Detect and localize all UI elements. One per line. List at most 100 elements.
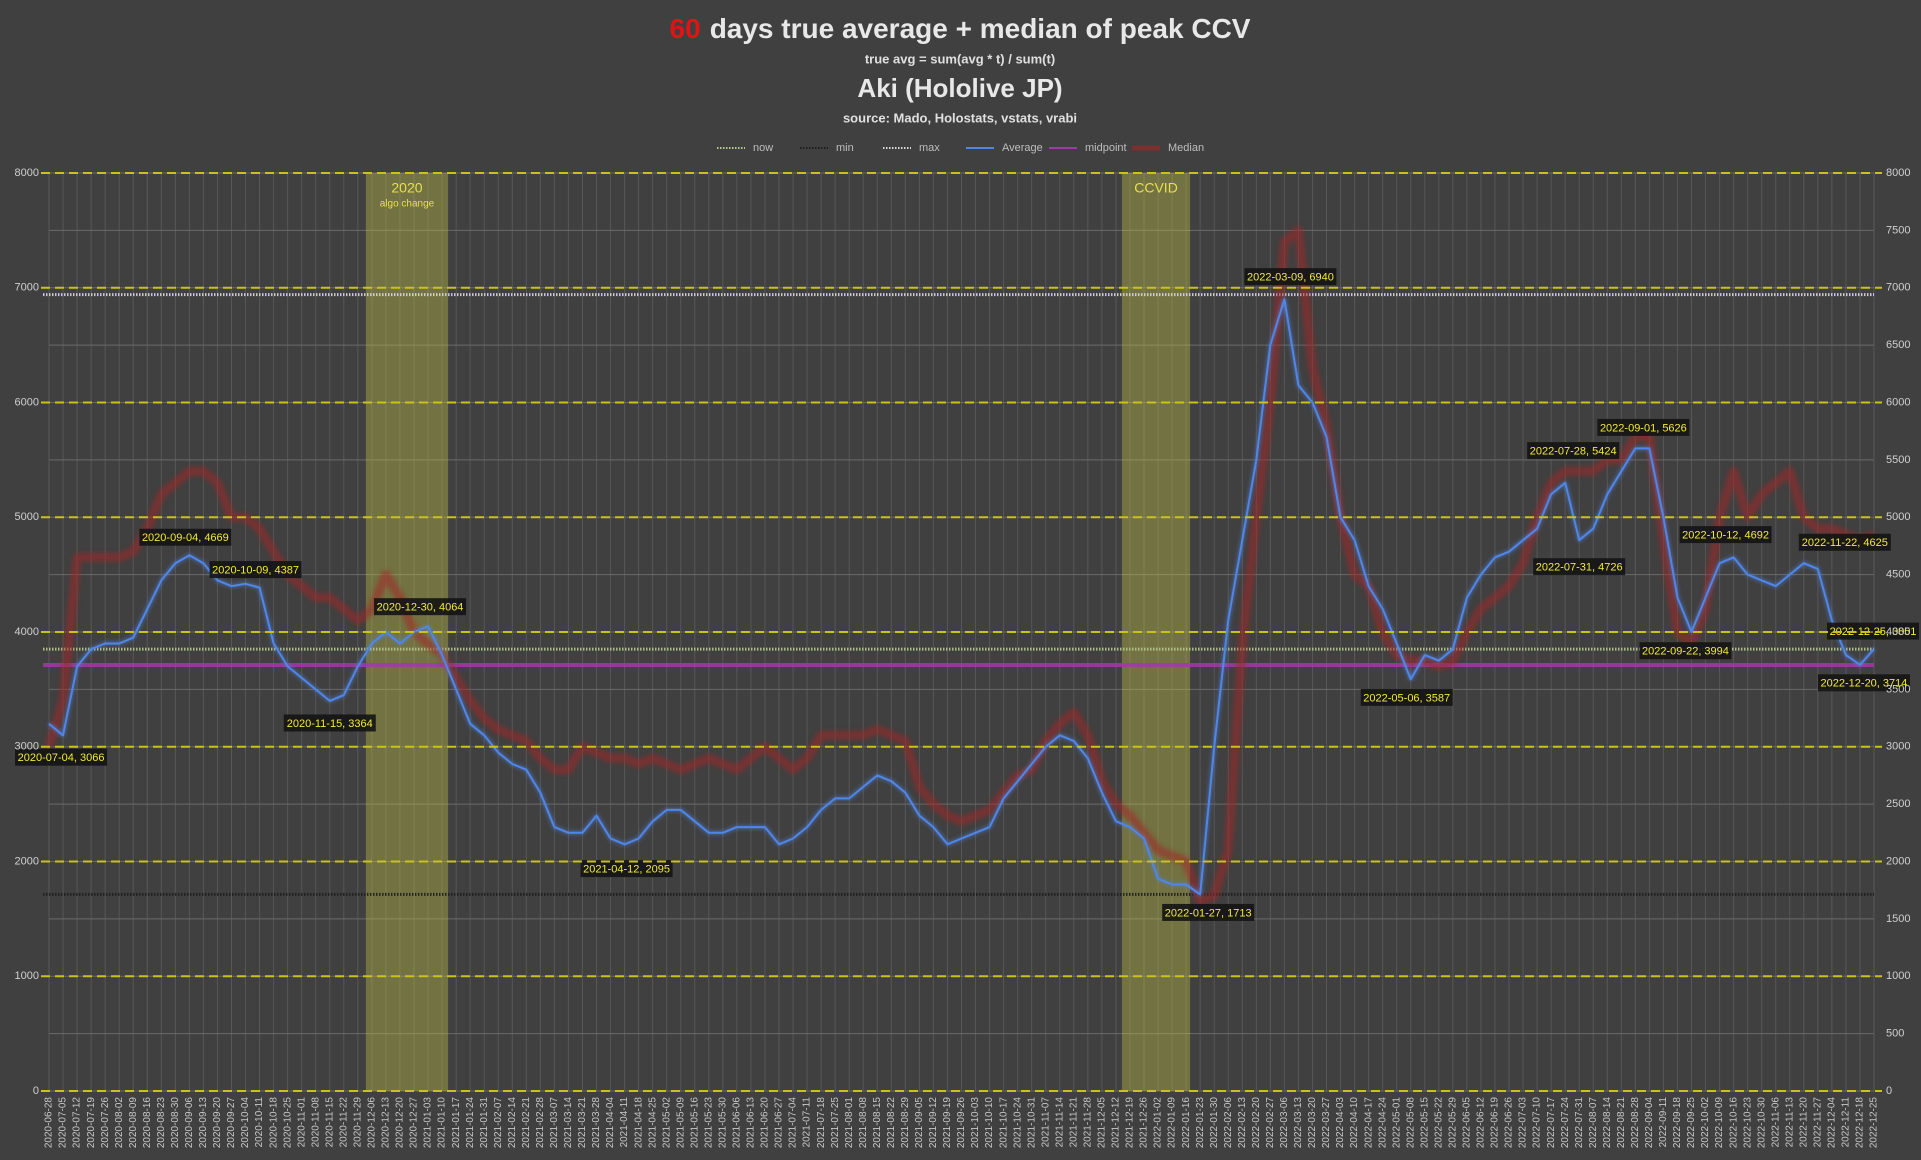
x-tick-label: 2021-04-18 bbox=[633, 1097, 644, 1149]
legend-label: Median bbox=[1168, 142, 1204, 154]
annotation-box bbox=[1533, 558, 1626, 576]
x-tick-label: 2022-01-30 bbox=[1209, 1097, 1220, 1149]
x-tick-label: 2021-03-07 bbox=[549, 1097, 560, 1149]
y2-tick-label: 1500 bbox=[1886, 913, 1910, 925]
x-tick-label: 2020-09-27 bbox=[226, 1097, 237, 1149]
x-tick-label: 2022-02-20 bbox=[1251, 1097, 1262, 1149]
x-tick-label: 2020-10-25 bbox=[282, 1097, 293, 1149]
legend-label: min bbox=[836, 142, 854, 154]
y2-tick-label: 4500 bbox=[1886, 569, 1910, 581]
x-tick-label: 2022-08-07 bbox=[1588, 1097, 1599, 1149]
y2-tick-label: 1000 bbox=[1886, 970, 1910, 982]
x-tick-label: 2022-09-18 bbox=[1672, 1097, 1683, 1149]
x-tick-label: 2022-05-15 bbox=[1419, 1097, 1430, 1149]
y2-tick-label: 500 bbox=[1886, 1028, 1904, 1040]
x-tick-label: 2022-04-10 bbox=[1349, 1097, 1360, 1149]
annotation-box bbox=[1827, 622, 1919, 640]
annotation-label: 2021-04-12, 2095 bbox=[583, 864, 670, 876]
x-tick-label: 2021-01-17 bbox=[451, 1097, 462, 1149]
x-tick-label: 2022-09-11 bbox=[1658, 1097, 1669, 1148]
x-tick-label: 2021-06-13 bbox=[746, 1097, 757, 1149]
x-tick-label: 2021-10-10 bbox=[984, 1097, 995, 1149]
x-tick-label: 2021-07-04 bbox=[788, 1097, 799, 1149]
annotation-label: 2022-05-06, 3587 bbox=[1363, 692, 1450, 704]
annotation-label: 2022-12-20, 3714 bbox=[1821, 678, 1908, 690]
x-tick-label: 2020-09-13 bbox=[198, 1097, 209, 1149]
annotation-label: 2020-11-15, 3364 bbox=[287, 718, 373, 730]
x-tick-label: 2021-04-25 bbox=[647, 1097, 658, 1149]
x-tick-label: 2022-03-20 bbox=[1307, 1097, 1318, 1149]
x-tick-label: 2021-01-03 bbox=[423, 1097, 434, 1149]
x-tick-label: 2020-10-04 bbox=[240, 1097, 251, 1149]
x-tick-label: 2022-07-10 bbox=[1532, 1097, 1543, 1149]
x-tick-label: 2022-11-27 bbox=[1812, 1097, 1823, 1148]
annotation-label: 2022-10-12, 4692 bbox=[1682, 529, 1769, 541]
x-tick-label: 2021-08-08 bbox=[858, 1097, 869, 1149]
y2-tick-label: 7000 bbox=[1886, 282, 1910, 294]
band-label: 2020 bbox=[391, 180, 422, 196]
x-tick-label: 2021-01-24 bbox=[465, 1097, 476, 1149]
x-tick-label: 2022-03-06 bbox=[1279, 1097, 1290, 1149]
x-tick-label: 2021-12-26 bbox=[1139, 1097, 1150, 1149]
x-tick-label: 2021-08-22 bbox=[886, 1097, 897, 1149]
x-tick-label: 2022-07-03 bbox=[1518, 1097, 1529, 1149]
x-tick-label: 2021-09-12 bbox=[928, 1097, 939, 1149]
annotation-box bbox=[283, 714, 376, 732]
x-tick-label: 2022-01-02 bbox=[1153, 1097, 1164, 1149]
x-tick-label: 2021-11-07 bbox=[1040, 1097, 1051, 1148]
x-tick-label: 2022-02-27 bbox=[1265, 1097, 1276, 1149]
y-tick-label: 2000 bbox=[15, 855, 39, 867]
x-tick-label: 2022-10-16 bbox=[1728, 1097, 1739, 1149]
x-tick-label: 2021-10-17 bbox=[998, 1097, 1009, 1149]
y-tick-label: 0 bbox=[33, 1085, 39, 1097]
y2-tick-label: 2000 bbox=[1886, 855, 1910, 867]
x-tick-label: 2021-08-29 bbox=[900, 1097, 911, 1149]
y2-tick-label: 6500 bbox=[1886, 339, 1910, 351]
x-tick-label: 2022-12-04 bbox=[1827, 1097, 1838, 1149]
x-tick-label: 2020-07-05 bbox=[58, 1097, 69, 1149]
y2-tick-label: 0 bbox=[1886, 1085, 1892, 1097]
y-tick-label: 6000 bbox=[15, 396, 39, 408]
x-tick-label: 2021-02-14 bbox=[507, 1097, 518, 1149]
x-tick-label: 2021-11-14 bbox=[1054, 1097, 1065, 1148]
x-tick-label: 2022-01-16 bbox=[1181, 1097, 1192, 1149]
x-tick-label: 2022-06-12 bbox=[1476, 1097, 1487, 1149]
x-tick-label: 2021-05-02 bbox=[661, 1097, 672, 1149]
x-tick-label: 2020-07-26 bbox=[100, 1097, 111, 1149]
annotation-box bbox=[1597, 418, 1690, 436]
x-tick-label: 2020-08-16 bbox=[142, 1097, 153, 1149]
x-tick-label: 2021-06-06 bbox=[732, 1097, 743, 1149]
x-tick-label: 2021-02-07 bbox=[493, 1097, 504, 1149]
x-tick-label: 2022-08-14 bbox=[1602, 1097, 1613, 1149]
x-tick-label: 2020-11-29 bbox=[352, 1097, 363, 1148]
x-tick-label: 2021-06-27 bbox=[774, 1097, 785, 1149]
annotation-label: 2022-03-09, 6940 bbox=[1247, 272, 1334, 284]
x-tick-label: 2022-06-26 bbox=[1504, 1097, 1515, 1149]
x-tick-label: 2022-07-24 bbox=[1560, 1097, 1571, 1149]
title-text: days true average + median of peak CCV bbox=[710, 13, 1251, 44]
legend: now min max Average midpoint Median bbox=[717, 142, 1204, 154]
annotation-label: 2022-07-31, 4726 bbox=[1536, 562, 1623, 574]
x-tick-label: 2021-03-14 bbox=[563, 1097, 574, 1149]
y2-tick-label: 5500 bbox=[1886, 454, 1910, 466]
x-tick-label: 2021-04-04 bbox=[605, 1097, 616, 1149]
x-tick-label: 2021-06-20 bbox=[760, 1097, 771, 1149]
annotation-label: 2020-10-09, 4387 bbox=[212, 564, 299, 576]
x-tick-label: 2022-11-13 bbox=[1784, 1097, 1795, 1148]
y2-tick-label: 3500 bbox=[1886, 683, 1910, 695]
annotations: 2020-07-04, 3066 2020-09-04, 4669 2020-10-… bbox=[15, 268, 1919, 921]
x-tick-label: 2021-11-28 bbox=[1082, 1097, 1093, 1148]
x-tick-label: 2020-08-30 bbox=[170, 1097, 181, 1149]
x-tick-label: 2022-05-08 bbox=[1405, 1097, 1416, 1149]
x-tick-label: 2022-02-13 bbox=[1237, 1097, 1248, 1149]
annotation-box bbox=[1244, 268, 1337, 286]
legend-label: now bbox=[753, 142, 773, 154]
x-tick-label: 2020-09-06 bbox=[184, 1097, 195, 1149]
x-tick-label: 2020-09-20 bbox=[212, 1097, 223, 1149]
x-tick-label: 2020-10-11 bbox=[254, 1097, 265, 1148]
x-tick-label: 2020-07-12 bbox=[72, 1097, 83, 1149]
annotation-label: 2022-11-22, 4625 bbox=[1802, 537, 1888, 549]
x-tick-label: 2022-11-20 bbox=[1798, 1097, 1809, 1148]
